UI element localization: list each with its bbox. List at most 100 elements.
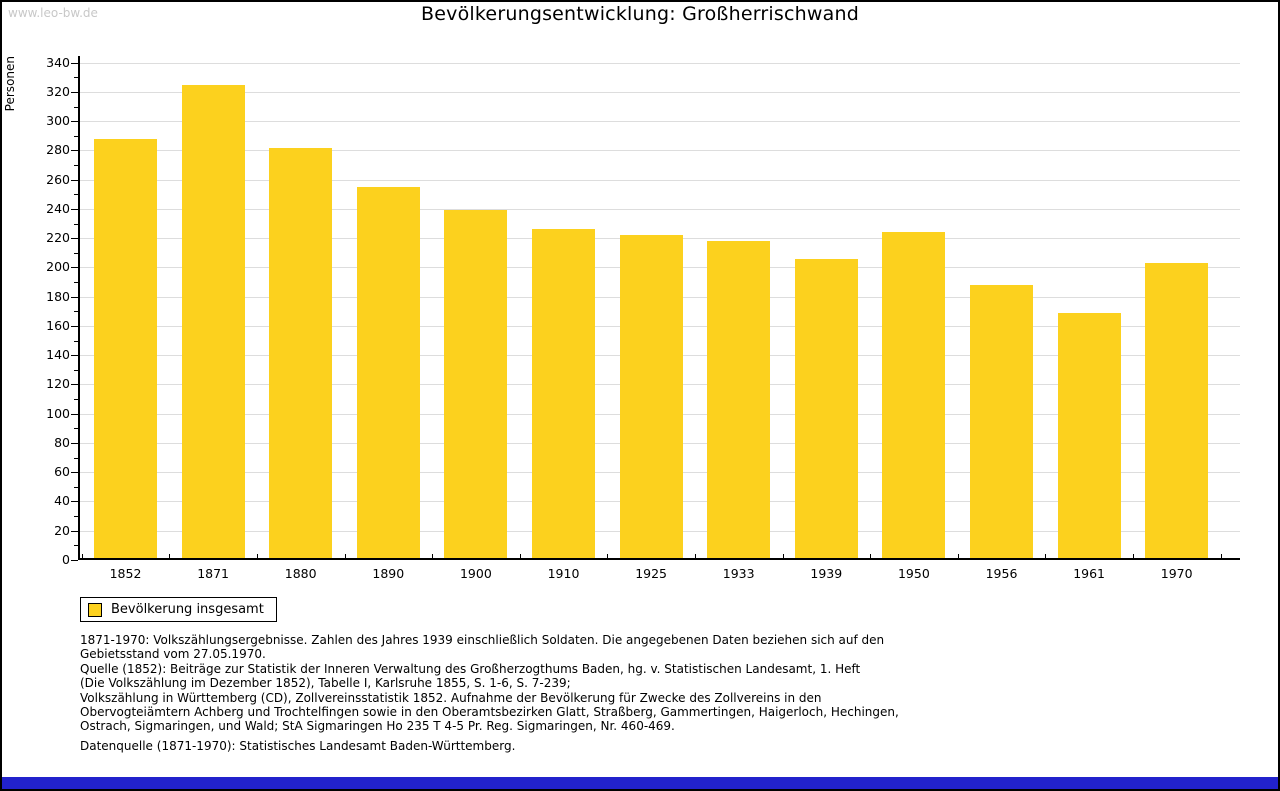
legend-swatch: [88, 602, 102, 617]
x-axis-tick: [694, 554, 696, 558]
x-axis-label: 1950: [897, 566, 930, 581]
y-axis-line: [78, 56, 80, 560]
y-axis-label: 200: [46, 259, 70, 275]
y-axis-minor-tick: [74, 194, 78, 196]
y-axis-tick: [71, 296, 78, 298]
x-axis-tick: [1045, 554, 1047, 558]
y-axis-minor-tick: [74, 77, 78, 79]
x-axis-tick: [957, 554, 959, 558]
x-axis-label: 1933: [722, 566, 755, 581]
x-axis-label: 1852: [109, 566, 142, 581]
bar: [181, 84, 245, 558]
gridline: [80, 121, 1240, 123]
y-axis-tick: [71, 238, 78, 240]
y-axis-minor-tick: [74, 223, 78, 225]
y-axis-minor-tick: [74, 282, 78, 284]
x-axis-tick: [1220, 554, 1222, 558]
y-axis-tick: [71, 150, 78, 152]
gridline: [80, 179, 1240, 181]
y-axis-label: 220: [46, 230, 70, 246]
bar: [532, 229, 595, 558]
bar: [707, 241, 771, 558]
footnote-line: 1871-1970: Volkszählungsergebnisse. Zahl…: [80, 633, 885, 647]
bar: [970, 285, 1033, 558]
y-axis-label: 100: [46, 405, 70, 421]
bar: [94, 138, 157, 558]
y-axis-minor-tick: [74, 165, 78, 167]
y-axis-tick: [71, 62, 78, 64]
y-axis-minor-tick: [74, 135, 78, 137]
y-axis-minor-tick: [74, 340, 78, 342]
chart-title: Bevölkerungsentwicklung: Großherrischwan…: [421, 3, 859, 25]
y-axis-tick: [71, 325, 78, 327]
y-axis-label: 280: [46, 142, 70, 158]
y-axis-label: 120: [46, 376, 70, 392]
y-axis-minor-tick: [74, 252, 78, 254]
bottom-bar: [2, 777, 1278, 789]
y-axis-label: 160: [46, 317, 70, 333]
y-axis-label: 0: [62, 552, 70, 567]
y-axis-tick: [71, 121, 78, 123]
y-axis-tick: [71, 91, 78, 93]
y-axis-tick: [71, 501, 78, 503]
footnotes: 1871-1970: Volkszählungsergebnisse. Zahl…: [80, 633, 899, 734]
y-axis-tick: [71, 530, 78, 532]
bar: [794, 258, 858, 558]
y-axis-minor-tick: [74, 486, 78, 488]
x-axis-tick: [607, 554, 609, 558]
footnote-line: Ostrach, Sigmaringen, und Wald; StA Sigm…: [80, 719, 675, 734]
y-axis-label: 140: [46, 347, 70, 363]
y-axis-tick: [71, 355, 78, 357]
x-axis-tick: [344, 554, 346, 558]
y-axis-tick: [71, 384, 78, 386]
y-axis-tick: [71, 267, 78, 269]
x-axis-label: 1970: [1160, 566, 1193, 581]
y-axis-tick: [71, 472, 78, 474]
bar: [1145, 263, 1209, 558]
x-axis-tick: [432, 554, 434, 558]
y-axis-label: 80: [54, 434, 70, 450]
bar: [619, 235, 683, 558]
y-axis-tick: [71, 179, 78, 181]
x-axis-tick: [782, 554, 784, 558]
y-axis-title: Personen: [3, 56, 17, 112]
x-axis-line: [78, 558, 1240, 560]
x-axis-label: 1925: [635, 566, 667, 581]
gridline: [80, 91, 1240, 93]
x-axis-tick: [81, 554, 83, 558]
y-axis-tick: [71, 560, 78, 561]
footnote-line: Obervogteiämtern Achberg und Trochtelfin…: [80, 705, 899, 720]
y-axis-label: 40: [54, 493, 70, 509]
y-axis-label: 320: [46, 83, 70, 99]
y-axis-minor-tick: [74, 106, 78, 108]
gridline: [80, 150, 1240, 152]
legend: Bevölkerung insgesamt: [80, 597, 277, 622]
y-axis-label: 20: [54, 522, 70, 538]
watermark: www.leo-bw.de: [8, 6, 98, 20]
x-axis-label: 1961: [1073, 566, 1105, 581]
x-axis-tick: [519, 554, 521, 558]
y-axis-label: 340: [46, 54, 70, 70]
footnote-line: Volkszählung in Württemberg (CD), Zollve…: [80, 690, 822, 705]
footnote-line: Gebietsstand vom 27.05.1970.: [80, 647, 266, 662]
y-axis-minor-tick: [74, 369, 78, 371]
y-axis-label: 180: [46, 288, 70, 304]
footnote-line: Quelle (1852): Beiträge zur Statistik de…: [80, 661, 861, 676]
y-axis-tick: [71, 208, 78, 210]
bar: [444, 210, 508, 558]
y-axis-minor-tick: [74, 311, 78, 313]
y-axis-minor-tick: [74, 428, 78, 430]
y-axis-tick: [71, 413, 78, 415]
plot-area: 0 20 40 60 80 100 120 140 160 180 200 220 240 260 280 3…: [46, 55, 1240, 581]
x-axis-tick: [870, 554, 872, 558]
gridline: [80, 62, 1240, 64]
x-axis-tick: [1132, 554, 1134, 558]
x-axis-label: 1871: [197, 566, 229, 581]
y-axis-minor-tick: [74, 545, 78, 547]
y-axis-minor-tick: [74, 516, 78, 518]
datasource-line: Datenquelle (1871-1970): Statistisches L…: [80, 739, 516, 753]
gridline: [80, 208, 1240, 210]
y-axis-minor-tick: [74, 457, 78, 459]
x-axis-tick: [169, 554, 171, 558]
